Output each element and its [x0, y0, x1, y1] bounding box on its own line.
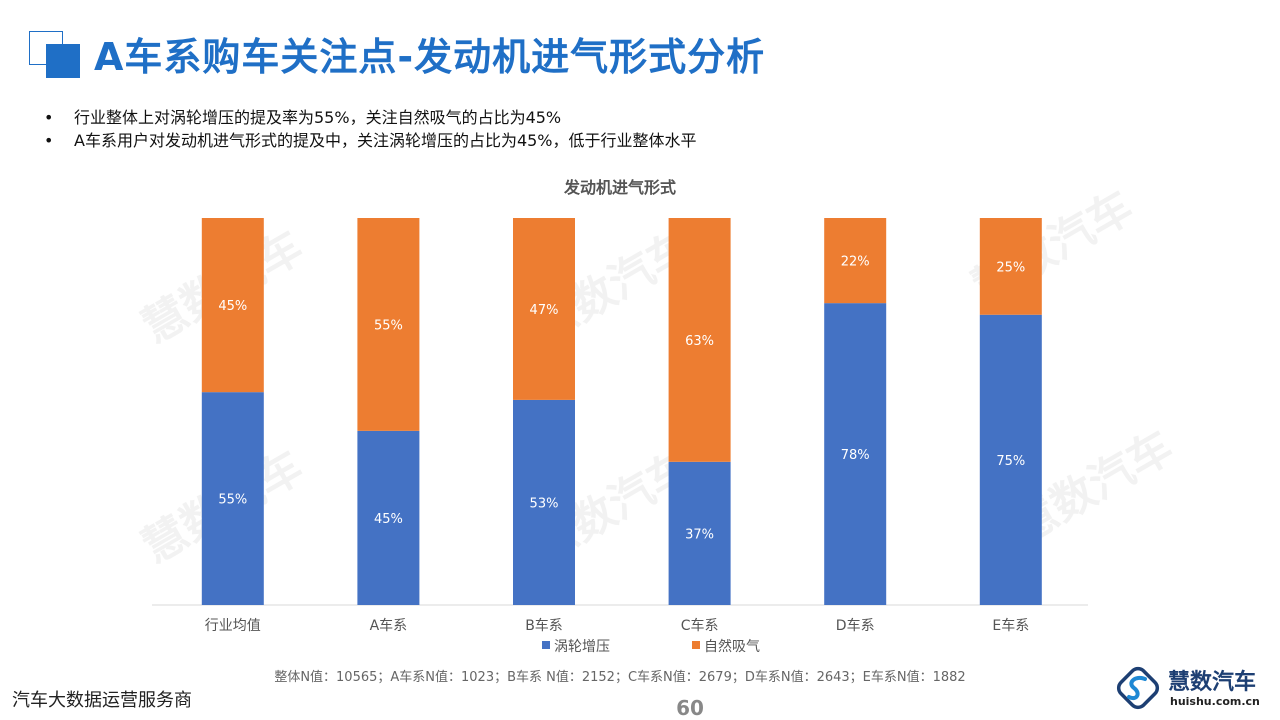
chart-title: 发动机进气形式: [563, 178, 676, 197]
data-label: 78%: [841, 448, 870, 463]
footer-tagline: 汽车大数据运营服务商: [12, 690, 192, 711]
brand-url: huishu.com.cn: [1170, 695, 1260, 708]
bar-natural: [357, 218, 420, 431]
data-label: 63%: [685, 334, 714, 349]
bar-turbo: [357, 430, 420, 605]
bar-turbo: [824, 303, 887, 605]
page-title: A车系购车关注点-发动机进气形式分析: [94, 35, 766, 79]
data-label: 55%: [218, 493, 247, 508]
bar-natural: [668, 218, 731, 462]
bar-turbo: [201, 392, 264, 605]
sample-size-note: 整体N值：10565；A车系N值：1023；B车系 N值：2152；C车系N值：…: [274, 670, 966, 685]
data-label: 53%: [530, 496, 559, 511]
bar-turbo: [668, 461, 731, 605]
page-number: 60: [676, 696, 704, 720]
x-tick-label: A车系: [370, 617, 408, 634]
brand-name: 慧数汽车: [1168, 670, 1257, 695]
bullet-list: 行业整体上对涡轮增压的提及率为55%，关注自然吸气的占比为45% A车系用户对发…: [44, 106, 697, 152]
data-label: 25%: [996, 260, 1025, 275]
data-label: 37%: [685, 527, 714, 542]
legend-label: 自然吸气: [704, 638, 760, 655]
data-label: 55%: [374, 318, 403, 333]
data-label: 45%: [374, 512, 403, 527]
bar-turbo: [979, 314, 1042, 605]
data-label: 22%: [841, 255, 870, 270]
bar-natural: [979, 218, 1042, 315]
legend-swatch-turbo: [542, 641, 550, 649]
data-label: 75%: [996, 454, 1025, 469]
bar-natural: [513, 218, 575, 400]
bullet-item: 行业整体上对涡轮增压的提及率为55%，关注自然吸气的占比为45%: [44, 106, 697, 129]
data-label: 47%: [530, 303, 559, 318]
x-tick-label: E车系: [992, 617, 1029, 634]
x-tick-label: D车系: [836, 617, 875, 634]
x-tick-label: 行业均值: [205, 618, 261, 634]
huishu-logo-icon: [1116, 666, 1160, 710]
x-tick-label: C车系: [681, 617, 719, 634]
legend-label: 涡轮增压: [554, 639, 610, 655]
legend-swatch-natural: [692, 641, 700, 649]
bar-natural: [824, 218, 887, 304]
title-deco-square: [46, 44, 80, 78]
data-label: 45%: [218, 299, 247, 314]
bar-turbo: [513, 399, 575, 605]
x-tick-label: B车系: [525, 617, 563, 634]
brand-block: 慧数汽车 huishu.com.cn: [1116, 662, 1276, 718]
bullet-item: A车系用户对发动机进气形式的提及中，关注涡轮增压的占比为45%，低于行业整体水平: [44, 129, 697, 152]
bar-natural: [201, 218, 264, 393]
